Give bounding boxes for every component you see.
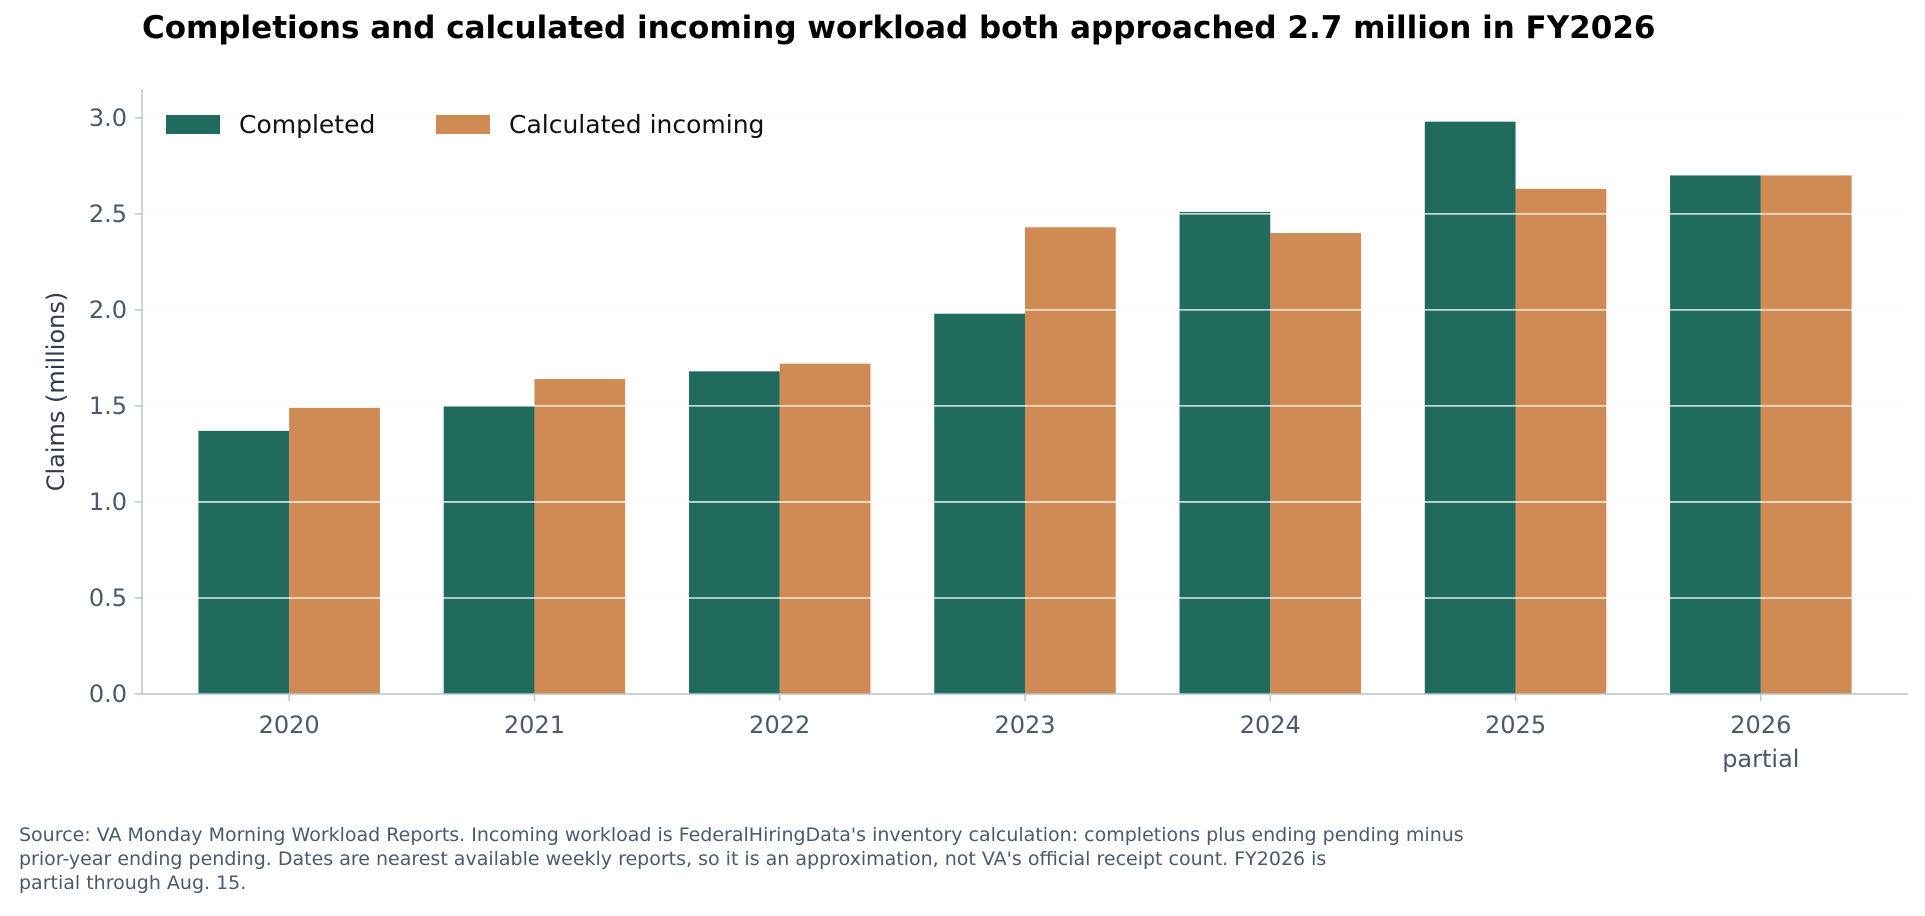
bar-calculated-incoming xyxy=(1515,188,1607,694)
footnote-line-3: partial through Aug. 15. xyxy=(19,872,247,894)
x-tick-label: 2020 xyxy=(259,711,320,739)
bars xyxy=(142,117,1908,695)
legend-label-calculated-incoming: Calculated incoming xyxy=(509,110,764,139)
bar-calculated-incoming xyxy=(1760,175,1852,694)
bar-completed xyxy=(934,313,1025,694)
bar-calculated-incoming xyxy=(1025,227,1116,695)
bar-calculated-incoming xyxy=(1270,233,1362,695)
y-tick-label: 2.0 xyxy=(89,296,127,324)
x-tick-label: 2026 xyxy=(1730,711,1791,739)
bar-completed xyxy=(1424,121,1516,694)
bar-completed xyxy=(1670,175,1761,694)
axes: 0.0 0.5 1.0 1.5 2.0 2.5 3.0 2020 2021 2022 2023 202… xyxy=(42,89,1908,773)
legend-swatch-calculated-incoming xyxy=(436,115,490,134)
footnote-line-2: prior-year ending pending. Dates are nea… xyxy=(19,848,1327,870)
legend-label-completed: Completed xyxy=(239,110,375,139)
bar-completed xyxy=(198,430,290,694)
bar-completed xyxy=(1179,211,1271,694)
y-axis-title: Claims (millions) xyxy=(42,292,70,492)
bar-completed xyxy=(688,371,780,694)
x-tick-label: partial xyxy=(1722,745,1799,773)
bar-calculated-incoming xyxy=(289,407,380,694)
y-tick-label: 3.0 xyxy=(89,104,127,132)
x-tick-label: 2022 xyxy=(749,711,810,739)
x-tick-label: 2021 xyxy=(504,711,565,739)
y-tick-label: 1.0 xyxy=(89,488,127,516)
x-tick-label: 2023 xyxy=(994,711,1055,739)
legend: Completed Calculated incoming xyxy=(166,110,764,139)
x-tick-label: 2024 xyxy=(1240,711,1301,739)
x-tick-label: 2025 xyxy=(1485,711,1546,739)
bar-completed xyxy=(443,405,535,694)
legend-swatch-completed xyxy=(166,115,220,134)
bar-calculated-incoming xyxy=(779,363,871,694)
y-tick-label: 2.5 xyxy=(89,200,127,228)
y-tick-label: 0.0 xyxy=(89,680,127,708)
footnote-line-1: Source: VA Monday Morning Workload Repor… xyxy=(19,824,1464,846)
chart-title: Completions and calculated incoming work… xyxy=(142,10,1656,46)
y-tick-label: 0.5 xyxy=(89,584,127,612)
y-tick-label: 1.5 xyxy=(89,392,127,420)
bar-calculated-incoming xyxy=(534,379,626,694)
